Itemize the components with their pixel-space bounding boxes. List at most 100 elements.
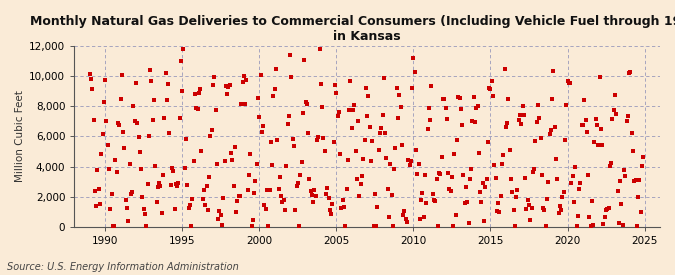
Point [484, 86, 495, 90]
Point [605, 161, 616, 166]
Point [245, 152, 256, 156]
Point [181, 137, 192, 141]
Point [267, 163, 277, 167]
Point [127, 190, 138, 194]
Point [383, 215, 394, 219]
Point [529, 166, 539, 171]
Point [392, 86, 402, 90]
Point [579, 98, 590, 102]
Point [607, 117, 618, 122]
Point [429, 198, 439, 202]
Point [117, 130, 128, 134]
Point [204, 174, 215, 179]
Point [440, 105, 451, 110]
Point [375, 130, 385, 135]
Point [103, 143, 113, 147]
Point [356, 174, 367, 178]
Point [234, 194, 244, 198]
Point [500, 67, 510, 72]
Point [371, 224, 381, 229]
Point [539, 208, 550, 212]
Point [344, 108, 354, 112]
Point [413, 162, 424, 166]
Point [540, 224, 551, 229]
Point [638, 155, 649, 159]
Point [248, 218, 259, 222]
Point [453, 95, 464, 99]
Point [403, 158, 414, 163]
Point [259, 203, 270, 208]
Point [150, 164, 161, 168]
Point [163, 82, 173, 87]
Point [117, 73, 128, 77]
Point [561, 102, 572, 107]
Point [476, 200, 487, 204]
Point [592, 123, 603, 127]
Point [436, 154, 447, 159]
Point [213, 217, 223, 221]
Point [399, 208, 410, 213]
Point [310, 193, 321, 198]
Point [296, 160, 307, 164]
Point [97, 132, 108, 137]
Point [362, 114, 373, 118]
Point [90, 189, 101, 193]
Point [543, 180, 554, 185]
Point [315, 46, 325, 51]
Point [284, 114, 294, 119]
Point [336, 206, 347, 210]
Point [170, 182, 181, 186]
Point [87, 87, 98, 92]
Y-axis label: Million Cubic Feet: Million Cubic Feet [15, 90, 25, 182]
Point [389, 167, 400, 172]
Point [560, 138, 570, 143]
Point [487, 94, 498, 98]
Point [591, 117, 601, 121]
Point [235, 194, 246, 198]
Point [521, 206, 532, 211]
Point [430, 199, 441, 204]
Point [394, 93, 405, 97]
Point [167, 166, 178, 170]
Point [250, 179, 261, 184]
Point [122, 206, 132, 210]
Point [620, 174, 630, 178]
Text: Source: U.S. Energy Information Administration: Source: U.S. Energy Information Administ… [7, 262, 238, 272]
Point [477, 181, 488, 186]
Point [418, 214, 429, 219]
Point [130, 119, 140, 123]
Point [518, 113, 529, 117]
Point [535, 136, 546, 140]
Point [479, 219, 489, 224]
Point [227, 157, 238, 162]
Point [168, 169, 179, 173]
Point [471, 106, 482, 111]
Point [217, 223, 227, 227]
Point [321, 192, 331, 196]
Point [335, 151, 346, 156]
Point [408, 56, 418, 60]
Point [385, 161, 396, 166]
Point [517, 104, 528, 108]
Point [466, 167, 477, 171]
Point [605, 164, 616, 168]
Point [183, 206, 194, 211]
Point [530, 139, 541, 143]
Point [176, 59, 186, 63]
Point [417, 191, 428, 195]
Point [475, 190, 485, 194]
Point [114, 123, 125, 128]
Point [587, 198, 597, 203]
Point [315, 81, 326, 86]
Point [171, 184, 182, 188]
Point [618, 222, 628, 227]
Point [242, 188, 253, 192]
Point [198, 188, 209, 192]
Point [525, 218, 536, 222]
Point [207, 128, 217, 132]
Point [99, 100, 109, 105]
Point [422, 126, 433, 131]
Point [210, 108, 221, 112]
Point [358, 157, 369, 161]
Point [309, 188, 320, 192]
